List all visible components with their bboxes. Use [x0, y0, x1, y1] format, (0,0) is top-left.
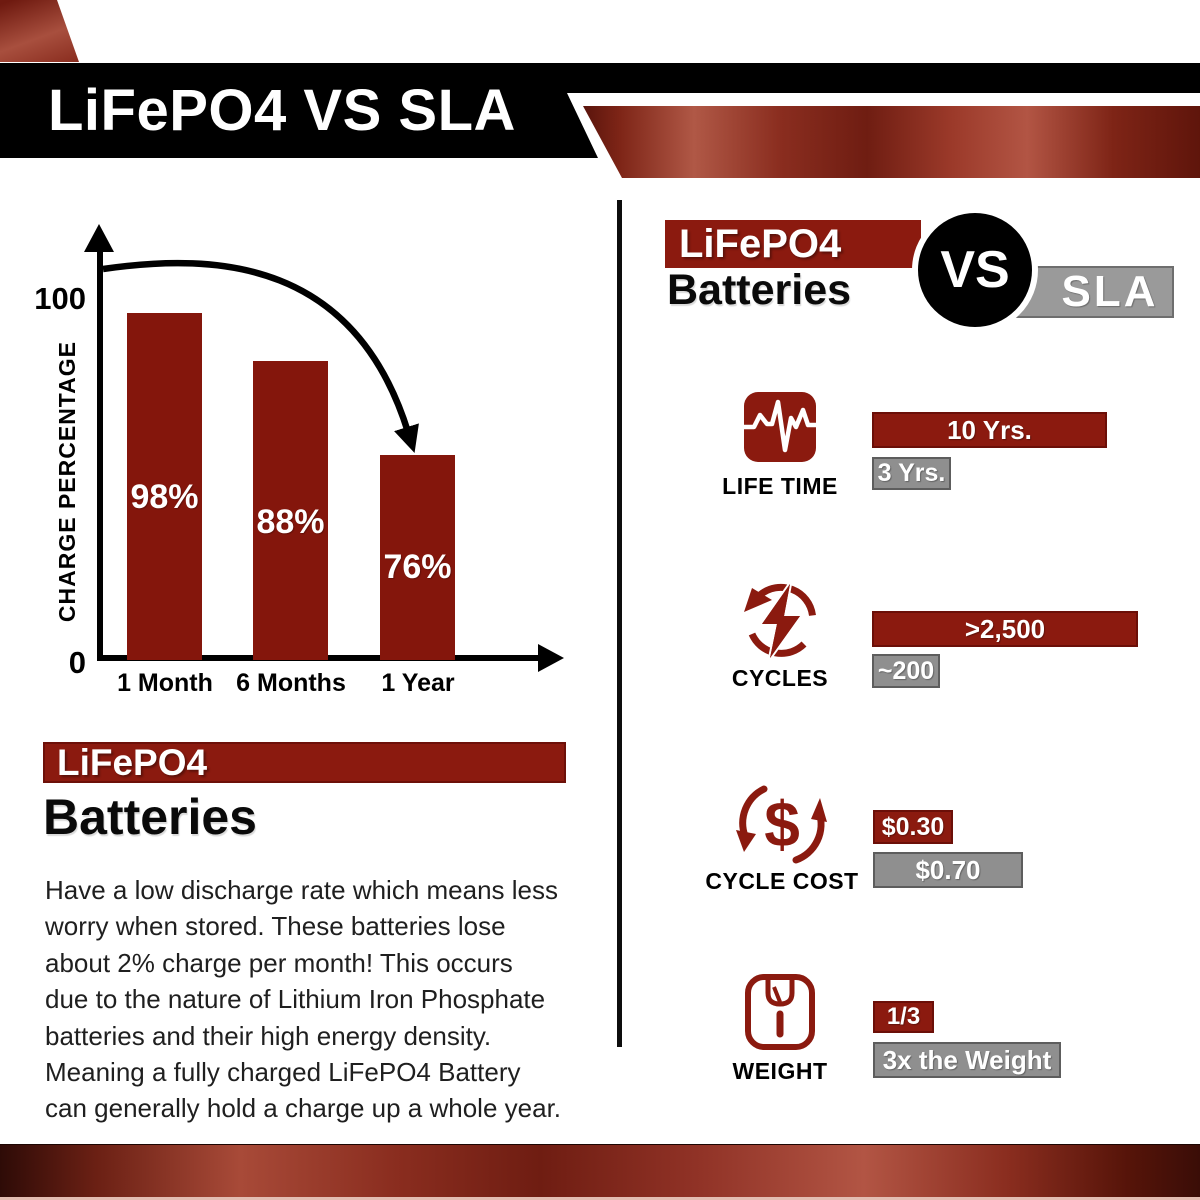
row-label-cycles: CYCLES [731, 665, 829, 691]
y-axis-title: CHARGE PERCENTAGE [53, 341, 80, 623]
brand-heading: Batteries [43, 789, 257, 845]
x-axis-arrowhead-icon [538, 644, 564, 672]
heartbeat-icon [742, 390, 818, 464]
lifepo4-bar-weight: 1/3 [873, 1001, 934, 1033]
chart-bar-1-year [380, 455, 455, 660]
y-tick-100: 100 [34, 281, 86, 316]
sla-bar-cycle-cost: $0.70 [873, 852, 1023, 888]
weight-scale-icon [744, 972, 816, 1052]
x-category-label: 1 Month [117, 669, 213, 697]
lifepo4-chip: LiFePO4 [665, 220, 921, 268]
x-category-label: 6 Months [236, 669, 346, 697]
dollar-cycle-icon: $ [734, 778, 830, 870]
description-text: Have a low discharge rate which means le… [45, 875, 562, 1124]
header-red-ribbon [583, 106, 1200, 178]
lifepo4-bar-life-time: 10 Yrs. [872, 412, 1107, 448]
bottom-light-strip [0, 1197, 1200, 1200]
vertical-divider [617, 200, 622, 1047]
lifepo4-chip-label: LiFePO4 [679, 222, 842, 266]
y-tick-0: 0 [68, 645, 86, 680]
sla-bar-cycles: ~200 [872, 654, 940, 688]
lifepo4-bar-cycle-cost: $0.30 [873, 810, 953, 844]
page-title: LiFePO4 VS SLA [48, 78, 516, 143]
vs-badge-label: VS [940, 241, 1010, 299]
vs-badge: VS [912, 207, 1038, 333]
bar-value-label: 76% [383, 548, 452, 586]
sla-chip-label: SLA [1061, 267, 1159, 316]
x-category-label: 1 Year [381, 669, 455, 697]
corner-red-accent [0, 0, 79, 62]
y-axis-arrowhead-icon [84, 224, 114, 252]
sla-bar-life-time: 3 Yrs. [872, 457, 951, 490]
lifepo4-chip-subtitle: Batteries [667, 266, 852, 314]
row-label-weight: WEIGHT [732, 1058, 828, 1084]
brand-banner: LiFePO4 [43, 742, 566, 783]
lightning-cycle-icon [738, 578, 824, 664]
row-label-cycle-cost: CYCLE COST [705, 868, 859, 894]
lifepo4-bar-cycles: >2,500 [872, 611, 1138, 647]
sla-bar-weight: 3x the Weight [873, 1042, 1061, 1078]
brand-banner-label: LiFePO4 [57, 742, 208, 783]
y-axis [97, 240, 103, 660]
row-label-life-time: LIFE TIME [722, 473, 838, 499]
svg-text:$: $ [764, 788, 800, 860]
bar-value-label: 98% [130, 478, 199, 516]
bottom-red-band [0, 1144, 1200, 1197]
bar-value-label: 88% [256, 503, 325, 541]
